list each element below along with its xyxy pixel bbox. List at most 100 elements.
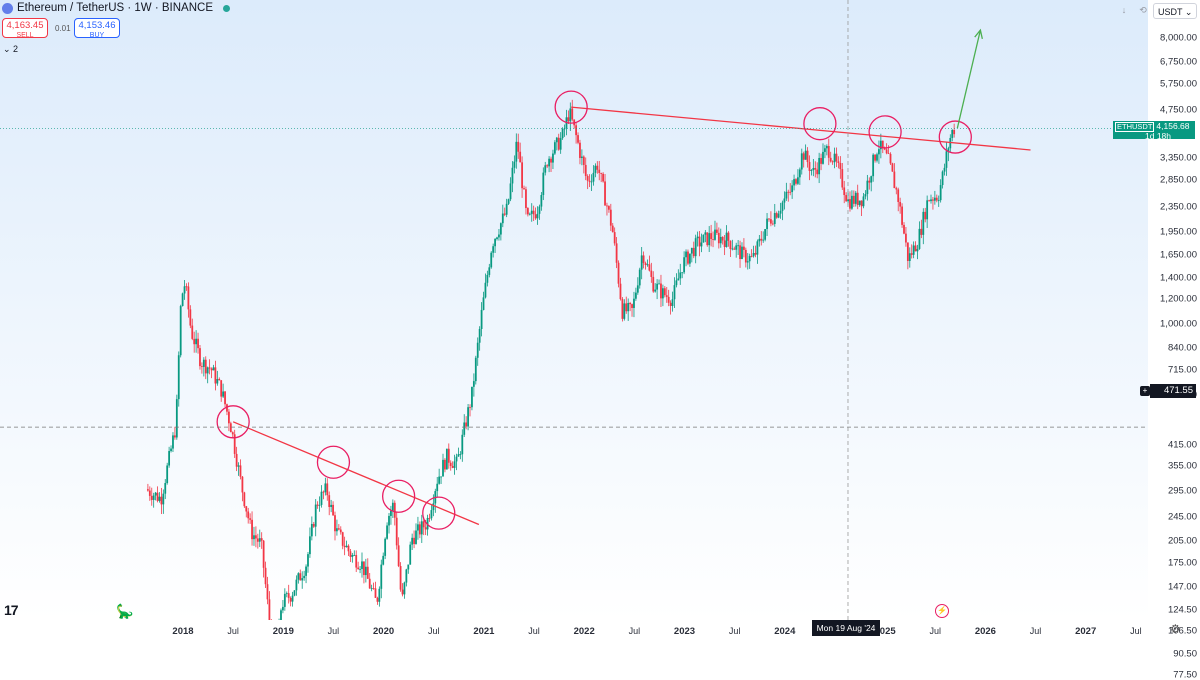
- time-axis[interactable]: 2018 Jul 2019 Jul 2020 Jul 2021 Jul 2022 Jul 2023 J…: [0, 620, 1148, 647]
- candle: [293, 590, 296, 596]
- candle: [798, 169, 801, 178]
- candle: [895, 188, 898, 190]
- candle: [800, 153, 803, 170]
- candle: [725, 232, 728, 247]
- y-tick-label: 8,000.00: [1160, 32, 1197, 44]
- last-price-label: ETHUSDT 4,156.68 1d 18h: [1113, 121, 1195, 141]
- buy-label: BUY: [89, 32, 105, 39]
- candle: [860, 200, 863, 207]
- buy-button[interactable]: 4,153.46 BUY: [74, 18, 120, 39]
- y-tick-label: 1,000.00: [1160, 318, 1197, 330]
- candle: [530, 210, 533, 214]
- candle: [262, 540, 265, 568]
- candle: [372, 588, 375, 590]
- trendline: [232, 421, 480, 526]
- candle: [941, 171, 944, 186]
- y-tick-label: 175.00: [1167, 557, 1197, 569]
- candle: [781, 202, 784, 211]
- candle: [177, 355, 180, 400]
- candle: [187, 286, 190, 310]
- candle: [517, 141, 520, 152]
- candle: [571, 108, 574, 120]
- y-tick-label: 6,750.00: [1160, 56, 1197, 68]
- symbol-title[interactable]: Ethereum / TetherUS · 1W · BINANCE: [17, 2, 213, 14]
- currency-selector[interactable]: USDT ⌄: [1153, 3, 1197, 19]
- price-chart[interactable]: [0, 0, 1148, 620]
- candle: [447, 448, 450, 463]
- candle: [901, 206, 903, 225]
- candle: [368, 578, 371, 589]
- y-tick-label: 4,750.00: [1160, 104, 1197, 116]
- candle: [204, 359, 207, 374]
- candle: [733, 248, 736, 250]
- candle: [336, 528, 338, 532]
- candle: [829, 157, 832, 162]
- settings-icon[interactable]: ⚙: [1170, 622, 1181, 636]
- candle: [218, 379, 221, 381]
- candle: [903, 224, 905, 234]
- candle: [841, 169, 844, 188]
- candle: [667, 296, 670, 303]
- candle: [359, 568, 361, 570]
- candle: [519, 151, 522, 163]
- candle: [606, 205, 608, 207]
- candle: [513, 161, 516, 168]
- candle: [540, 195, 543, 207]
- candle: [654, 289, 657, 292]
- crosshair-icon[interactable]: +: [1140, 386, 1150, 396]
- candle: [615, 243, 618, 263]
- candle: [756, 241, 759, 255]
- candle: [723, 240, 726, 247]
- candle: [376, 597, 379, 602]
- tradingview-logo[interactable]: 17: [4, 602, 19, 618]
- candle: [469, 407, 471, 409]
- candle: [650, 270, 653, 277]
- candle: [945, 151, 948, 168]
- candle: [797, 177, 799, 184]
- candle: [741, 246, 743, 260]
- candle: [768, 218, 770, 220]
- candle: [928, 200, 930, 202]
- candle: [179, 306, 182, 356]
- candle: [532, 210, 535, 215]
- chart-area[interactable]: [0, 0, 1148, 620]
- candle: [370, 588, 373, 590]
- download-icon[interactable]: ↓: [1121, 5, 1127, 15]
- candle: [553, 142, 556, 154]
- x-tick-label: 2022: [573, 626, 595, 637]
- candle: [883, 148, 886, 150]
- candle: [687, 251, 689, 264]
- candle: [712, 239, 714, 240]
- candle: [471, 386, 473, 408]
- candle: [152, 495, 155, 500]
- candle: [403, 582, 406, 595]
- candle: [201, 366, 203, 367]
- candle: [289, 597, 292, 602]
- candle: [386, 525, 388, 539]
- lock-scale-icon[interactable]: ⟲: [1139, 5, 1147, 15]
- candle: [168, 451, 171, 466]
- x-tick-label: 2024: [774, 626, 796, 637]
- candle: [195, 338, 198, 345]
- indicator-toggle[interactable]: ⌄ 2: [3, 44, 19, 54]
- candle: [789, 191, 792, 193]
- sell-button[interactable]: 4,163.45 SELL: [2, 18, 48, 39]
- candle: [490, 252, 493, 268]
- candle: [440, 476, 442, 478]
- candle: [224, 391, 226, 405]
- candle: [391, 502, 394, 511]
- candle: [237, 465, 240, 467]
- ethereum-icon: [2, 2, 13, 14]
- candle: [924, 211, 927, 220]
- candle: [602, 173, 605, 182]
- candle: [611, 225, 614, 233]
- lightning-icon[interactable]: ⚡: [935, 604, 949, 618]
- candle: [820, 157, 822, 164]
- candle: [876, 154, 878, 161]
- candle: [816, 169, 819, 175]
- candle: [808, 162, 811, 171]
- candle: [461, 434, 464, 455]
- dinosaur-icon[interactable]: 🦕: [116, 603, 134, 619]
- candle: [228, 411, 230, 424]
- price-axis[interactable]: 9,600.008,000.006,750.005,750.004,750.00…: [1148, 0, 1200, 680]
